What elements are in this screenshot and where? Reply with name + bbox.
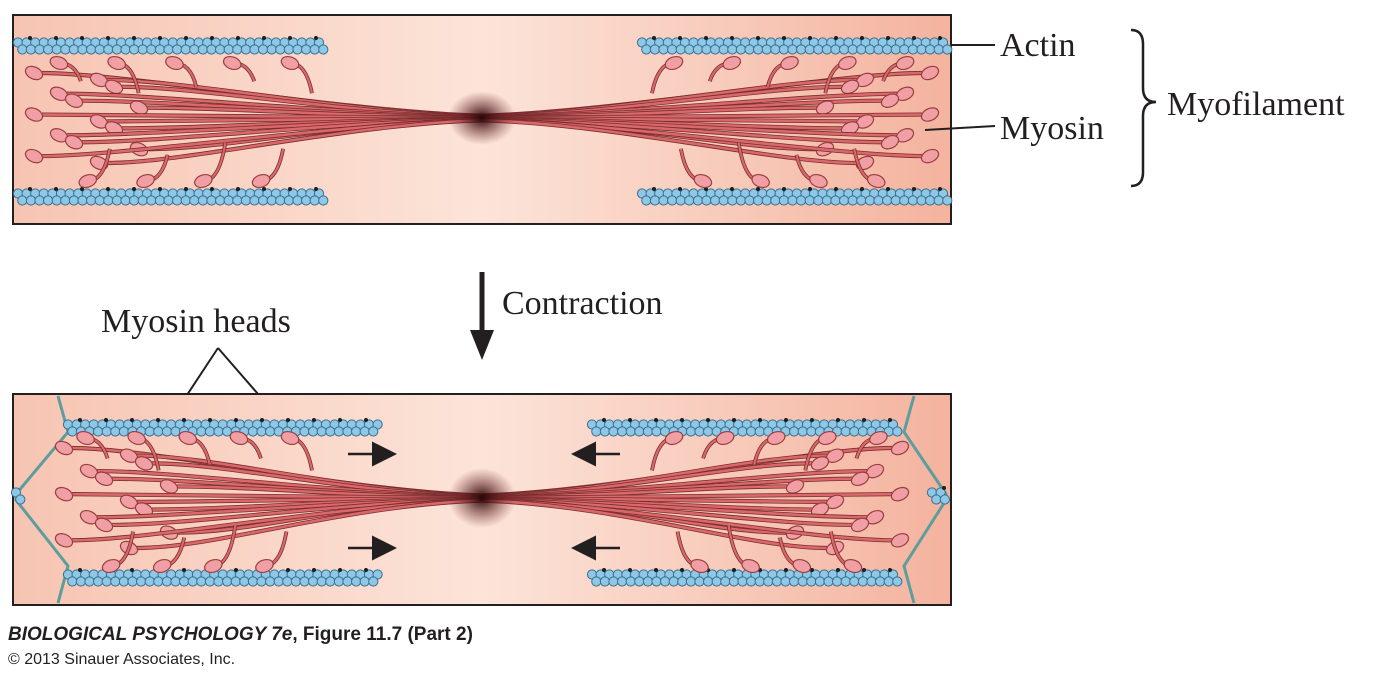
myosin-head	[24, 107, 44, 122]
myosin-head	[818, 430, 837, 446]
myosin-head	[229, 430, 249, 446]
actin-filament	[636, 187, 953, 206]
myosin-head	[178, 430, 198, 446]
myosin-head	[152, 558, 172, 574]
myosin-head	[64, 93, 84, 108]
myosin-head	[54, 533, 74, 548]
actin-filament	[926, 486, 951, 505]
myosin-bare-zone	[448, 91, 516, 145]
myosin-head	[890, 440, 910, 456]
myosin-head	[78, 173, 98, 189]
myosin-head	[24, 148, 44, 164]
myosin-head	[251, 173, 271, 189]
myosin-head	[255, 558, 274, 574]
figure-caption: BIOLOGICAL PSYCHOLOGY 7e, Figure 11.7 (P…	[8, 624, 473, 646]
myosin-head	[165, 55, 184, 71]
myosin-head	[94, 471, 114, 487]
myosin-head	[194, 173, 213, 189]
actin-filament	[62, 418, 383, 437]
myosin-head	[24, 65, 44, 81]
myosin-head	[880, 134, 900, 150]
actin-filament	[12, 187, 329, 206]
actin-label: Actin	[1000, 27, 1076, 64]
myosin-head	[690, 558, 709, 574]
myosin-head	[129, 100, 149, 115]
myosin-head	[49, 55, 69, 71]
myosin-heads-label: Myosin heads	[101, 303, 291, 340]
myosin-filament	[24, 55, 940, 189]
myosin-head	[741, 558, 760, 574]
myosin-head	[715, 430, 735, 446]
myosin-head	[920, 148, 940, 164]
myosin-head	[843, 558, 863, 574]
contraction-label: Contraction	[502, 285, 663, 322]
actin-filament	[12, 36, 329, 55]
relaxed-sarcomere	[12, 14, 953, 225]
actin-filament	[586, 568, 903, 587]
myosin-head	[693, 173, 713, 189]
actin-filament	[62, 568, 383, 587]
figure-number: , Figure 11.7 (Part 2)	[292, 624, 473, 645]
myosin-leader-line	[924, 125, 996, 131]
actin-filament	[10, 487, 26, 505]
contracted-sarcomere	[10, 393, 952, 606]
myosin-head	[222, 55, 242, 71]
myosin-head	[107, 55, 126, 71]
myosin-head	[780, 55, 799, 71]
myosin-head	[94, 517, 114, 533]
myosin-head	[101, 558, 121, 574]
myosin-head	[280, 55, 300, 71]
copyright-notice: © 2013 Sinauer Associates, Inc.	[8, 651, 236, 668]
myofilament-label: Myofilament	[1167, 86, 1345, 123]
arrow-down-icon-head	[470, 330, 494, 360]
myosin-head	[920, 107, 940, 122]
relaxed-myosin-filament	[24, 55, 940, 189]
myosin-head	[850, 471, 870, 487]
myosin-head	[810, 456, 830, 471]
actin-filament	[636, 36, 953, 55]
myosin-filament	[54, 430, 910, 574]
myosin-head	[136, 173, 155, 189]
myosin-head	[869, 430, 888, 446]
myosin-head	[866, 173, 886, 189]
myosin-head	[792, 558, 812, 574]
myosin-head	[204, 558, 223, 574]
myosin-head	[838, 55, 857, 71]
myosin-label: Myosin	[1000, 110, 1104, 147]
myosin-head	[815, 100, 835, 115]
relaxed-actin-filaments	[12, 36, 953, 206]
myosin-head	[159, 479, 179, 494]
myosin-head	[104, 79, 124, 95]
myosin-head	[895, 55, 915, 71]
myosin-head	[54, 440, 74, 456]
myosin-head	[880, 93, 900, 108]
book-title: BIOLOGICAL PSYCHOLOGY 7e	[8, 624, 293, 645]
myosin-head	[664, 55, 684, 71]
myosin-head	[840, 79, 860, 95]
myosin-head	[64, 134, 84, 150]
myosin-head	[751, 173, 770, 189]
myosin-head	[664, 430, 684, 446]
myosin-head	[54, 486, 74, 502]
myofilament-brace	[1130, 28, 1157, 188]
myosin-head	[809, 173, 828, 189]
myosin-head	[722, 55, 742, 71]
myosin-head	[127, 430, 146, 446]
myosin-head	[76, 430, 95, 446]
myosin-bare-zone	[448, 468, 516, 528]
myosin-head	[850, 517, 870, 533]
myosin-head	[785, 479, 805, 494]
myosin-head	[766, 430, 786, 446]
myosin-head	[890, 533, 910, 548]
myosin-head	[134, 456, 154, 471]
contracted-myosin-filament	[54, 430, 910, 574]
myosin-head	[890, 486, 910, 502]
myosin-head	[920, 65, 940, 81]
myosin-head	[280, 430, 300, 446]
